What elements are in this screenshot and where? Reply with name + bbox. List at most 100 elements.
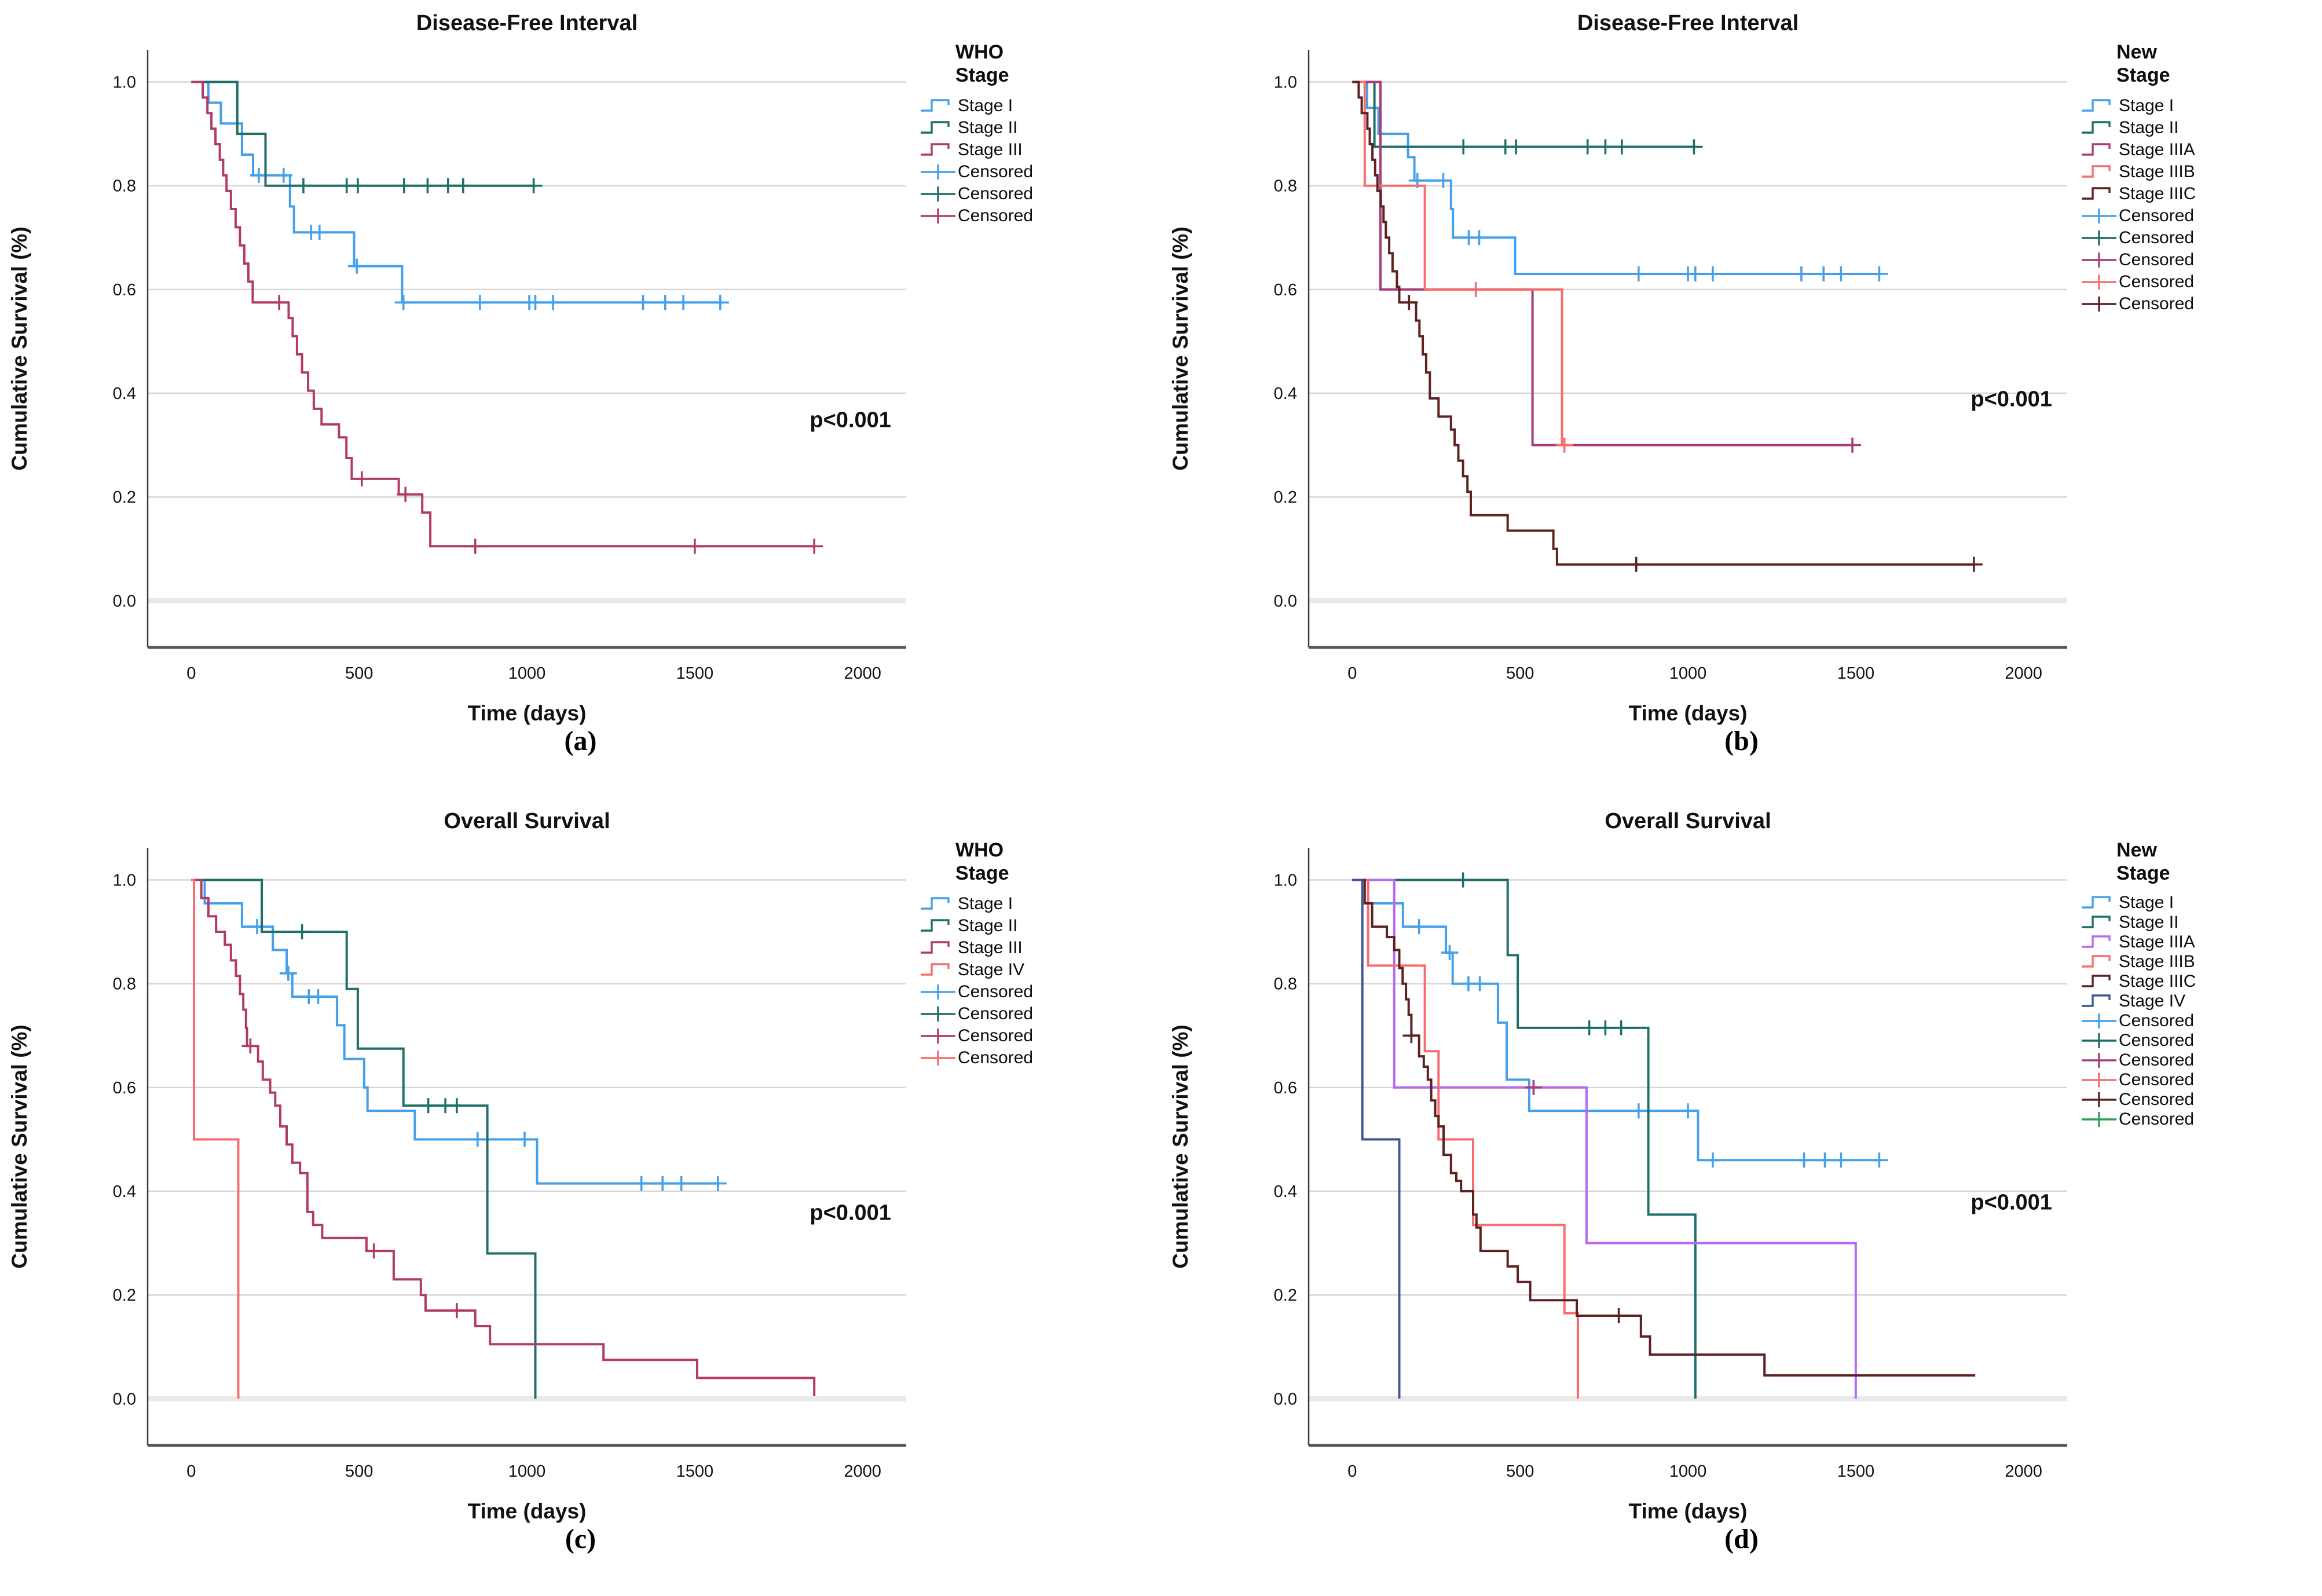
legend-entries: Stage I Stage II Stage III Censored Censored… (920, 95, 1158, 227)
legend-entry: Censored (2081, 249, 2319, 271)
step-line-swatch-icon (2082, 165, 2111, 178)
censor-mark-stage-i (709, 1176, 727, 1191)
y-tick-label: 1.0 (113, 872, 136, 890)
censor-mark-stage-iiib (1467, 281, 1485, 297)
censor-mark-stage-i (1629, 1103, 1647, 1119)
legend-entry-label: Censored (958, 982, 1034, 1001)
legend-entry: Stage III (920, 139, 1158, 161)
chart-dfi-new-stage: 0.0 0.2 0.4 0.6 0.8 1.0 0 500 1000 1500 2000 Diseas… (1161, 0, 2322, 798)
legend-entry-label: Stage I (958, 894, 1013, 913)
legend-entry: Stage I (2081, 893, 2319, 913)
legend-entry: Censored (2081, 1090, 2319, 1110)
x-tick-label: 1000 (508, 664, 546, 683)
censor-mark-stage-i (310, 225, 328, 240)
legend-entry: Censored (2081, 205, 2319, 227)
legend-new-stage-os: New Stage Stage I Stage II Stage IIIA Stage… (2081, 839, 2319, 1129)
x-axis-label: Time (days) (468, 701, 587, 725)
y-tick-label: 0.0 (1274, 592, 1297, 610)
chart-title: Overall Survival (1605, 809, 1771, 833)
censor-mark-stage-iii (466, 539, 484, 554)
panel-b: 0.0 0.2 0.4 0.6 0.8 1.0 0 500 1000 1500 2000 Diseas… (1161, 0, 2322, 798)
legend-entry: Censored (920, 1003, 1158, 1025)
panel-d: 0.0 0.2 0.4 0.6 0.8 1.0 0 500 1000 1500 2000 Overal… (1161, 798, 2322, 1596)
censor-mark-stage-i (1832, 266, 1850, 281)
legend-entries: Stage I Stage II Stage IIIA Stage IIIB Stage… (2081, 893, 2319, 1129)
censor-mark-stage-iiia (1525, 1079, 1543, 1095)
series-line-stage-iiic (1352, 878, 1976, 1377)
legend-entry-label: Stage II (958, 916, 1018, 935)
series-line-stage-iiia (1352, 878, 1857, 1399)
step-line-swatch-icon (921, 941, 950, 954)
x-tick-label: 1500 (1837, 664, 1875, 683)
legend-entry-label: Censored (958, 1048, 1034, 1067)
legend-entry-label: Censored (2119, 250, 2195, 269)
censored-plus-icon (2082, 1013, 2116, 1028)
legend-entry-label: Stage IIIA (2119, 932, 2195, 951)
censor-mark-stage-iiia (1844, 437, 1862, 453)
censor-mark-stage-i (1434, 173, 1452, 188)
legend-who-stage-os: WHO Stage Stage I Stage II Stage III Stage … (920, 839, 1158, 1069)
y-tick-label: 0.4 (1274, 1183, 1297, 1201)
x-tick-label: 0 (1347, 664, 1357, 683)
legend-entry: Stage IV (920, 959, 1158, 981)
legend-entry: Stage IV (2081, 991, 2319, 1011)
censor-mark-stage-i (1470, 230, 1488, 246)
legend-entry: Censored (2081, 1011, 2319, 1031)
x-tick-label: 1500 (1837, 1462, 1875, 1481)
x-tick-label: 0 (186, 664, 196, 683)
legend-entry-label: Stage IIIC (2119, 184, 2196, 203)
series-line-stage-iv (1352, 878, 1401, 1399)
censored-plus-icon (2082, 296, 2116, 312)
legend-entry-label: Stage IIIB (2119, 162, 2195, 181)
legend-entry: Stage IIIB (2081, 161, 2319, 183)
y-tick-label: 0.2 (1274, 1286, 1297, 1305)
legend-entry: Censored (920, 161, 1158, 183)
censor-mark-stage-i (1471, 976, 1489, 991)
legend-entry-label: Stage IV (2119, 991, 2186, 1011)
censor-mark-stage-i (632, 1176, 650, 1191)
censor-mark-stage-ii (1507, 139, 1525, 155)
censor-mark-stage-i (656, 295, 674, 310)
step-line-swatch-icon (2082, 955, 2111, 968)
legend-entry: Censored (2081, 1070, 2319, 1090)
legend-entry: Censored (2081, 227, 2319, 249)
legend-entry: Stage IIIC (2081, 972, 2319, 991)
legend-title: WHO Stage (955, 839, 1009, 884)
censor-mark-stage-i (468, 1132, 486, 1147)
step-line-swatch-icon (2082, 187, 2111, 200)
caption-d: (d) (1724, 1524, 1759, 1554)
censor-mark-stage-i (515, 1132, 533, 1147)
censor-mark-stage-i (1686, 266, 1704, 281)
censor-mark-stage-iii (241, 1038, 259, 1054)
series-line-stage-iv (191, 878, 240, 1399)
x-axis-label: Time (days) (468, 1499, 587, 1523)
censor-mark-stage-ii (448, 1098, 466, 1114)
legend-who-stage-dfi: WHO Stage Stage I Stage II Stage III Censor… (920, 41, 1158, 227)
x-tick-label: 2000 (844, 1462, 881, 1481)
step-line-swatch-icon (2082, 121, 2111, 134)
legend-entry-label: Censored (2119, 294, 2195, 313)
legend-entry-label: Censored (2119, 1070, 2195, 1089)
censor-mark-stage-iii (448, 1303, 466, 1319)
legend-entry: Stage IIIA (2081, 932, 2319, 952)
p-value-label: p<0.001 (1971, 387, 2052, 411)
y-tick-label: 0.0 (1274, 1390, 1297, 1408)
censored-plus-icon (921, 186, 955, 202)
censored-plus-icon (2082, 1112, 2116, 1127)
legend-entry: Stage I (920, 893, 1158, 915)
censored-plus-icon (921, 984, 955, 1000)
y-tick-label: 0.4 (1274, 385, 1297, 403)
censor-mark-stage-iii (353, 471, 371, 486)
y-axis-label: Cumulative Survival (%) (1169, 1024, 1192, 1269)
legend-entry: Censored (2081, 1050, 2319, 1070)
y-tick-label: 0.2 (113, 488, 136, 507)
x-tick-label: 1500 (676, 1462, 714, 1481)
censor-mark-stage-iiib (1555, 437, 1573, 453)
panel-a: 0.0 0.2 0.4 0.6 0.8 1.0 0 500 1000 1500 2000 Diseas… (0, 0, 1161, 798)
y-tick-label: 0.2 (113, 1286, 136, 1305)
chart-os-new-stage: 0.0 0.2 0.4 0.6 0.8 1.0 0 500 1000 1500 2000 Overal… (1161, 798, 2322, 1596)
legend-title: New Stage (2116, 839, 2170, 884)
censor-mark-stage-i (1870, 1152, 1888, 1168)
legend-entry-label: Stage III (958, 140, 1023, 159)
